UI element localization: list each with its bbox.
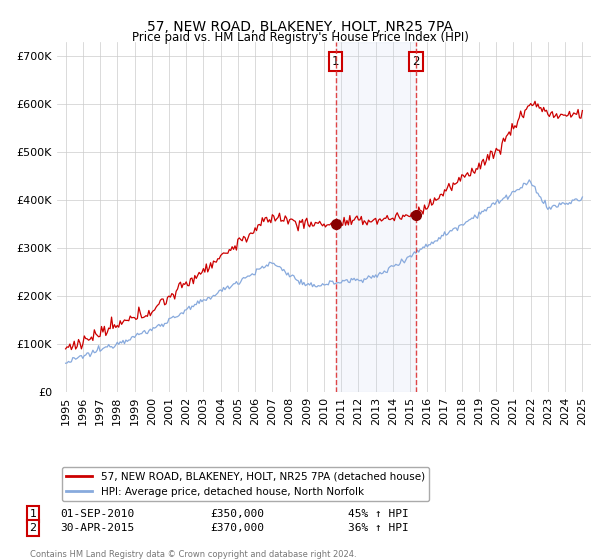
Text: Price paid vs. HM Land Registry's House Price Index (HPI): Price paid vs. HM Land Registry's House … [131, 31, 469, 44]
Text: 2: 2 [29, 523, 37, 533]
Legend: 57, NEW ROAD, BLAKENEY, HOLT, NR25 7PA (detached house), HPI: Average price, det: 57, NEW ROAD, BLAKENEY, HOLT, NR25 7PA (… [62, 467, 429, 501]
Text: Contains HM Land Registry data © Crown copyright and database right 2024.
This d: Contains HM Land Registry data © Crown c… [30, 550, 356, 560]
Text: 01-SEP-2010: 01-SEP-2010 [60, 509, 134, 519]
Text: 45% ↑ HPI: 45% ↑ HPI [348, 509, 409, 519]
Text: £370,000: £370,000 [210, 523, 264, 533]
Bar [335, 42, 416, 392]
Text: 1: 1 [332, 55, 339, 68]
Text: 1: 1 [29, 509, 37, 519]
Text: 57, NEW ROAD, BLAKENEY, HOLT, NR25 7PA: 57, NEW ROAD, BLAKENEY, HOLT, NR25 7PA [147, 20, 453, 34]
Text: 2: 2 [412, 55, 419, 68]
Text: 36% ↑ HPI: 36% ↑ HPI [348, 523, 409, 533]
Text: £350,000: £350,000 [210, 509, 264, 519]
Text: 30-APR-2015: 30-APR-2015 [60, 523, 134, 533]
